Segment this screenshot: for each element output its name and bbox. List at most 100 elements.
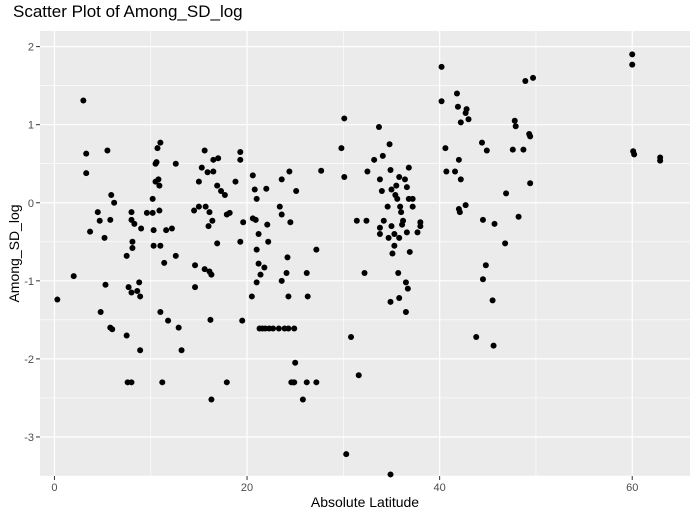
data-point bbox=[395, 270, 402, 277]
data-point bbox=[401, 176, 408, 183]
data-point bbox=[149, 195, 156, 202]
data-point bbox=[253, 195, 260, 202]
data-point bbox=[414, 229, 421, 236]
data-point bbox=[384, 203, 391, 210]
data-point bbox=[396, 173, 403, 180]
data-point bbox=[275, 325, 282, 332]
data-point bbox=[157, 139, 164, 146]
data-point bbox=[629, 61, 636, 68]
data-point bbox=[157, 309, 164, 316]
data-point bbox=[442, 145, 449, 152]
data-point bbox=[409, 195, 416, 202]
data-point bbox=[491, 220, 498, 227]
data-point bbox=[285, 293, 292, 300]
data-point bbox=[463, 106, 470, 113]
x-tick-label: 60 bbox=[626, 482, 638, 494]
data-point bbox=[278, 176, 285, 183]
data-point bbox=[376, 176, 383, 183]
data-point bbox=[123, 252, 130, 259]
data-point bbox=[530, 74, 537, 81]
data-point bbox=[97, 309, 104, 316]
data-point bbox=[394, 195, 401, 202]
data-point bbox=[438, 98, 445, 105]
data-point bbox=[515, 213, 522, 220]
data-point bbox=[393, 182, 400, 189]
data-point bbox=[462, 202, 469, 209]
data-point bbox=[136, 279, 143, 286]
y-tick-label: 0 bbox=[28, 198, 34, 210]
data-point bbox=[214, 240, 221, 247]
data-point bbox=[80, 97, 87, 104]
grid-lines bbox=[40, 31, 690, 477]
data-point bbox=[338, 145, 345, 152]
plot-panel bbox=[40, 31, 690, 476]
data-point bbox=[456, 209, 463, 216]
data-point bbox=[303, 379, 310, 386]
data-point bbox=[454, 103, 461, 110]
data-point bbox=[154, 145, 161, 152]
data-point bbox=[455, 156, 462, 163]
data-point bbox=[237, 149, 244, 156]
data-point bbox=[264, 221, 271, 228]
data-point bbox=[201, 266, 208, 273]
data-point bbox=[452, 168, 459, 175]
data-point bbox=[191, 207, 198, 214]
data-point bbox=[192, 262, 199, 269]
data-point bbox=[143, 209, 150, 216]
data-point bbox=[101, 234, 108, 241]
data-point bbox=[168, 225, 175, 232]
data-point bbox=[129, 238, 136, 245]
x-axis-title: Absolute Latitude bbox=[311, 494, 419, 510]
data-point bbox=[482, 262, 489, 269]
data-point bbox=[255, 230, 262, 237]
data-point bbox=[192, 284, 199, 291]
data-point bbox=[248, 293, 255, 300]
data-point bbox=[291, 379, 298, 386]
data-point bbox=[396, 234, 403, 241]
data-point bbox=[123, 332, 130, 339]
data-point bbox=[380, 217, 387, 224]
data-point bbox=[83, 150, 90, 157]
y-tick-label: 1 bbox=[28, 120, 34, 132]
data-point bbox=[509, 146, 516, 153]
data-point bbox=[389, 250, 396, 257]
data-point bbox=[163, 227, 170, 234]
data-point bbox=[386, 141, 393, 148]
data-point bbox=[405, 164, 412, 171]
data-point bbox=[353, 217, 360, 224]
data-point bbox=[318, 167, 325, 174]
data-point bbox=[387, 298, 394, 305]
y-tick-label: -2 bbox=[24, 354, 34, 366]
data-point bbox=[153, 159, 160, 166]
data-point bbox=[479, 276, 486, 283]
data-point bbox=[396, 295, 403, 301]
x-tick-label: 40 bbox=[434, 482, 446, 494]
x-tick-label: 0 bbox=[51, 482, 57, 494]
data-point bbox=[387, 471, 394, 478]
data-point bbox=[107, 216, 114, 223]
data-point bbox=[397, 203, 404, 210]
y-axis-title: Among_SD_log bbox=[6, 204, 22, 302]
data-point bbox=[198, 164, 205, 171]
data-point bbox=[402, 279, 409, 286]
data-point bbox=[149, 209, 156, 216]
data-point bbox=[489, 297, 496, 304]
data-point bbox=[403, 229, 410, 236]
data-point bbox=[131, 220, 138, 227]
data-point bbox=[341, 115, 348, 122]
y-tick-label: 2 bbox=[28, 42, 34, 54]
data-point bbox=[137, 293, 144, 300]
data-point bbox=[388, 186, 395, 193]
data-point bbox=[657, 157, 664, 164]
data-point bbox=[511, 117, 518, 124]
data-point bbox=[457, 176, 464, 183]
data-point bbox=[257, 271, 264, 278]
data-point bbox=[215, 155, 222, 162]
data-point bbox=[251, 186, 258, 193]
data-point bbox=[278, 211, 285, 218]
data-point bbox=[237, 238, 244, 245]
data-point bbox=[111, 199, 118, 206]
data-point bbox=[156, 207, 163, 214]
data-point bbox=[178, 347, 185, 354]
data-point bbox=[205, 223, 212, 230]
